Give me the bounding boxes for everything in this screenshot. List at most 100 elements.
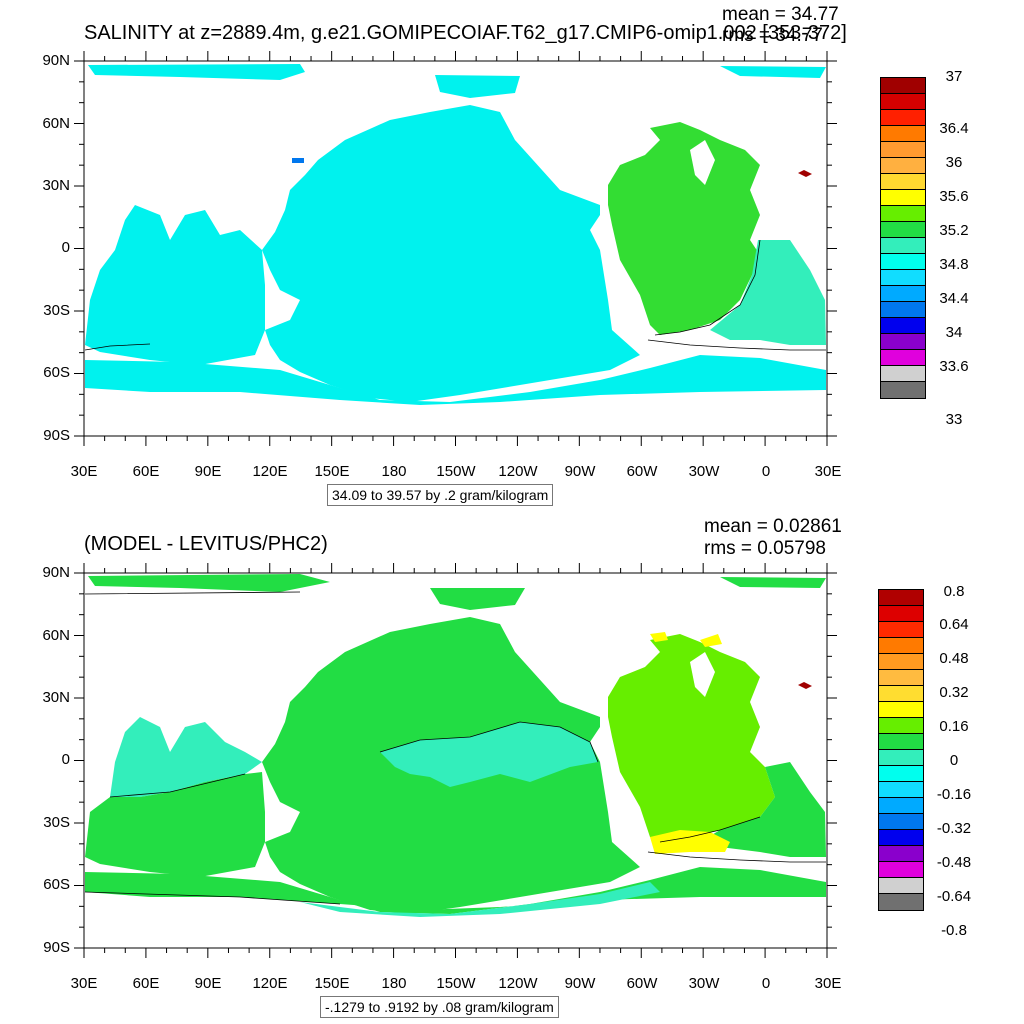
lat-label: 30S [43,302,70,319]
colorbar-label: 0.8 [943,583,965,600]
lon-label: 150E [314,463,350,480]
lat-label: 60N [42,627,70,644]
lon-label: 0 [761,463,771,480]
colorbar-label: -0.16 [936,786,972,803]
rms-stat: rms = 0.05798 [704,538,826,559]
lon-label: 60E [132,975,160,992]
colorbar-swatch [879,830,923,846]
atlantic-field [608,122,760,335]
map-field [84,574,826,917]
arctic-field-3 [720,66,826,78]
mean-stat: mean = 34.77 [722,4,839,25]
mediterranean-patch [798,170,812,177]
lon-label: 180 [381,975,407,992]
colorbar-label: 36.4 [939,120,969,137]
contour-range-label: -.1279 to .9192 by .08 gram/kilogram [320,996,559,1018]
atlantic-coast-blank [690,652,715,697]
arctic-field [88,64,305,80]
lon-label: 150W [436,975,476,992]
contour-range-label: 34.09 to 39.57 by .2 gram/kilogram [327,484,554,506]
lat-label: 60N [42,115,70,132]
colorbar-swatch [881,318,925,334]
colorbar-swatch [879,782,923,798]
colorbar-swatch [879,638,923,654]
colorbar-swatch [881,94,925,110]
lat-label: 90N [42,52,70,69]
colorbar-label: 37 [945,68,963,85]
axis-ticks [74,563,837,958]
colorbar-swatch [881,126,925,142]
colorbar-swatch [879,654,923,670]
salinity-map [74,51,837,446]
atlantic-coast-blank [690,140,715,185]
colorbar-swatch [881,286,925,302]
map-field [84,64,826,405]
indian-cyan [110,717,262,797]
lon-label: 150E [314,975,350,992]
colorbar [880,77,926,399]
colorbar-label: 0.64 [939,616,969,633]
lat-label: 90N [42,564,70,581]
colorbar-swatch [879,766,923,782]
lon-label: 60E [132,463,160,480]
lon-label: 90W [564,975,596,992]
lon-label: 30W [688,463,720,480]
colorbar-label: 36 [945,154,963,171]
colorbar-label: 33 [945,411,963,428]
lon-label: 120E [252,463,288,480]
lon-label: 30E [814,463,842,480]
difference-map [74,563,837,958]
lat-label: 90S [43,939,70,956]
lat-label: 0 [61,239,70,256]
colorbar-label: -0.64 [936,888,972,905]
colorbar-label: -0.48 [936,854,972,871]
colorbar-swatch [881,334,925,350]
south-atlantic-yellow [650,830,730,854]
colorbar-swatch [881,254,925,270]
panel-title: (MODEL - LEVITUS/PHC2) [84,533,328,555]
arctic-field [88,574,330,592]
contour-line [84,239,826,351]
colorbar-swatch [879,862,923,878]
colorbar-swatch [881,110,925,126]
colorbar-label: 0 [949,752,959,769]
lon-label: 90W [564,463,596,480]
lon-label: 90E [194,975,222,992]
atlantic-southeast-field [710,240,826,345]
lon-label: 30E [814,975,842,992]
indian-field [85,205,265,365]
arctic-field-3 [720,577,826,588]
lon-label: 0 [761,975,771,992]
colorbar-swatch [881,174,925,190]
colorbar-swatch [879,718,923,734]
colorbar-swatch [881,382,925,398]
atlantic-field [608,634,775,842]
colorbar-swatch [881,206,925,222]
mediterranean-patch [798,682,812,689]
colorbar-swatch [881,78,925,94]
colorbar-swatch [879,606,923,622]
lon-label: 90E [194,463,222,480]
lon-label: 30E [70,975,98,992]
colorbar-swatch [881,238,925,254]
colorbar-swatch [881,366,925,382]
lon-label: 120W [498,463,538,480]
indian-field [85,772,265,877]
salinity-panel: SALINITY at z=2889.4m, g.e21.GOMIPECOIAF… [42,4,969,506]
colorbar-swatch [879,894,923,910]
lat-label: 30S [43,814,70,831]
lon-label: 60W [626,463,658,480]
north-atlantic-yellow [650,632,722,647]
colorbar-swatch [879,814,923,830]
pacific-field [262,105,640,402]
colorbar-label: 0.48 [939,650,969,667]
rms-stat: rms = 34.77 [722,25,823,46]
colorbar-label: 34.8 [939,256,969,273]
colorbar-swatch [879,590,923,606]
colorbar-swatch [879,622,923,638]
southern-cyan [300,882,660,917]
colorbar-swatch [881,158,925,174]
lon-label: 150W [436,463,476,480]
colorbar-swatch [881,350,925,366]
colorbar-swatch [879,734,923,750]
